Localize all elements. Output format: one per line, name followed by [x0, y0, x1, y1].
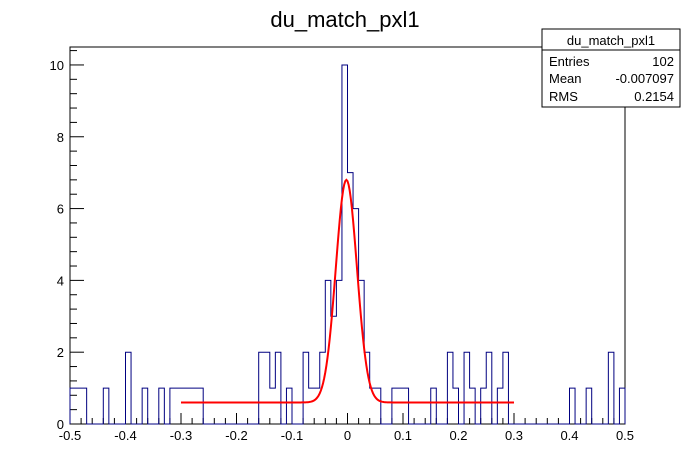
histogram-bin: [453, 388, 459, 424]
x-tick-label: -0.5: [59, 428, 81, 443]
histogram-bin: [142, 388, 148, 424]
stats-box-frame: [541, 28, 681, 108]
histogram-outline: [69, 64, 626, 425]
y-tick-label: 4: [57, 273, 64, 288]
x-tick-label: 0.5: [616, 428, 634, 443]
x-axis: -0.5 -0.4 -0.3 -0.2 -0.1 0 0.1 0.2 0.3 0.4 0.5: [59, 413, 634, 443]
histogram-bin: [275, 352, 281, 424]
histogram-bin: [259, 352, 270, 424]
x-tick-label: -0.4: [114, 428, 136, 443]
histogram-bin: [503, 352, 509, 424]
histogram-bin: [481, 388, 487, 424]
y-axis: 0 2 4 6 8 10: [50, 50, 84, 432]
stats-mean-value: -0.007097: [615, 71, 674, 86]
histogram-bin: [159, 388, 165, 424]
stats-entries-value: 102: [652, 54, 674, 69]
y-tick-label: 10: [50, 58, 64, 73]
stats-rms-value: 0.2154: [634, 89, 674, 104]
histogram-bin: [303, 352, 309, 424]
histogram-bin: [70, 388, 87, 424]
histogram-bin: [464, 352, 470, 424]
y-tick-label: 0: [57, 417, 64, 432]
histogram-bin: [497, 388, 503, 424]
y-tick-label: 8: [57, 130, 64, 145]
histogram-bin: [447, 352, 453, 424]
stats-box-title: du_match_pxl1: [567, 33, 655, 48]
histogram-bin: [431, 388, 437, 424]
stats-box: du_match_pxl1 Entries 102 Mean -0.007097…: [541, 28, 681, 108]
stats-mean-label: Mean: [549, 71, 582, 86]
x-tick-label: -0.1: [281, 428, 303, 443]
histogram-bin: [331, 316, 337, 424]
histogram-bin: [286, 388, 292, 424]
histogram-bin: [486, 352, 492, 424]
x-tick-label: 0.1: [394, 428, 412, 443]
histogram-bin: [392, 388, 409, 424]
x-tick-label: 0: [344, 428, 351, 443]
y-tick-label: 2: [57, 345, 64, 360]
y-tick-label: 6: [57, 202, 64, 217]
x-tick-label: 0.4: [560, 428, 578, 443]
histogram-bin: [470, 388, 476, 424]
histogram-bin: [270, 388, 276, 424]
chart-title: du_match_pxl1: [270, 7, 419, 32]
x-tick-label: -0.3: [170, 428, 192, 443]
histogram-bin: [103, 388, 109, 424]
histogram-bin: [170, 388, 203, 424]
histogram-bin: [570, 388, 576, 424]
histogram-bin: [608, 352, 614, 424]
x-tick-label: 0.2: [449, 428, 467, 443]
gaussian-fit-curve: [181, 178, 514, 404]
histogram-bin: [619, 388, 625, 424]
histogram-bin: [336, 280, 342, 424]
x-tick-label: 0.3: [505, 428, 523, 443]
histogram-bin: [586, 388, 592, 424]
stats-entries-label: Entries: [549, 54, 590, 69]
histogram-bin: [126, 352, 132, 424]
stats-rms-label: RMS: [549, 89, 578, 104]
histogram-bin: [342, 65, 348, 424]
histogram-bin: [370, 388, 381, 424]
x-tick-label: -0.2: [225, 428, 247, 443]
